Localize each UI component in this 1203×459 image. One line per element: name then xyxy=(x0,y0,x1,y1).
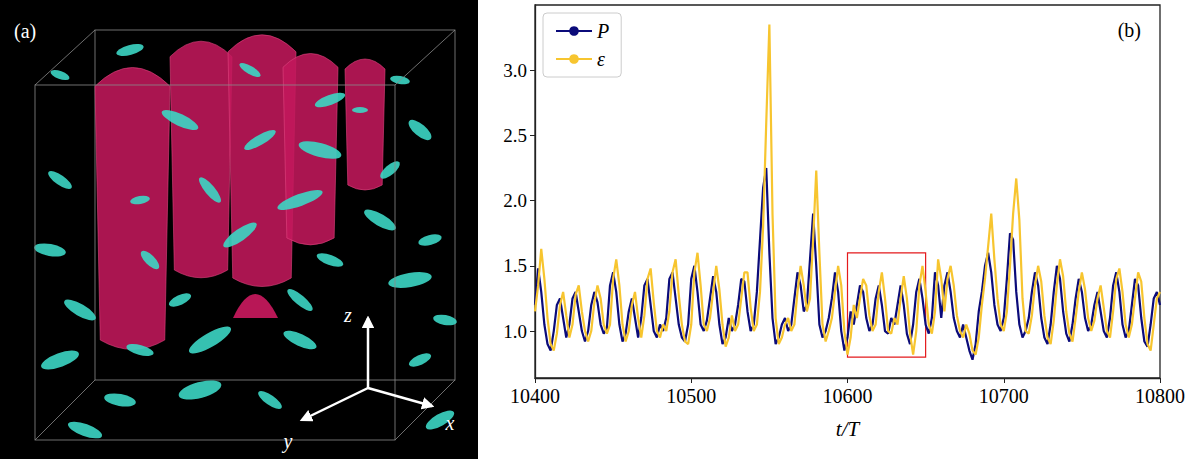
svg-text:10700: 10700 xyxy=(979,385,1029,407)
svg-text:1.0: 1.0 xyxy=(503,321,527,342)
svg-text:10800: 10800 xyxy=(1135,385,1185,407)
svg-text:10600: 10600 xyxy=(823,385,873,407)
svg-text:(a): (a) xyxy=(14,20,36,43)
svg-text:t/T: t/T xyxy=(836,417,861,441)
svg-text:1.5: 1.5 xyxy=(503,255,527,276)
svg-text:z: z xyxy=(343,304,352,326)
svg-text:x: x xyxy=(445,412,455,434)
svg-text:10400: 10400 xyxy=(510,385,560,407)
svg-text:2.5: 2.5 xyxy=(503,125,527,146)
svg-text:(b): (b) xyxy=(1118,19,1141,42)
svg-text:P: P xyxy=(596,20,609,42)
svg-text:3.0: 3.0 xyxy=(503,60,527,81)
svg-text:10500: 10500 xyxy=(666,385,716,407)
svg-text:2.0: 2.0 xyxy=(503,190,527,211)
svg-text:ε: ε xyxy=(597,48,605,70)
svg-text:y: y xyxy=(282,430,293,453)
